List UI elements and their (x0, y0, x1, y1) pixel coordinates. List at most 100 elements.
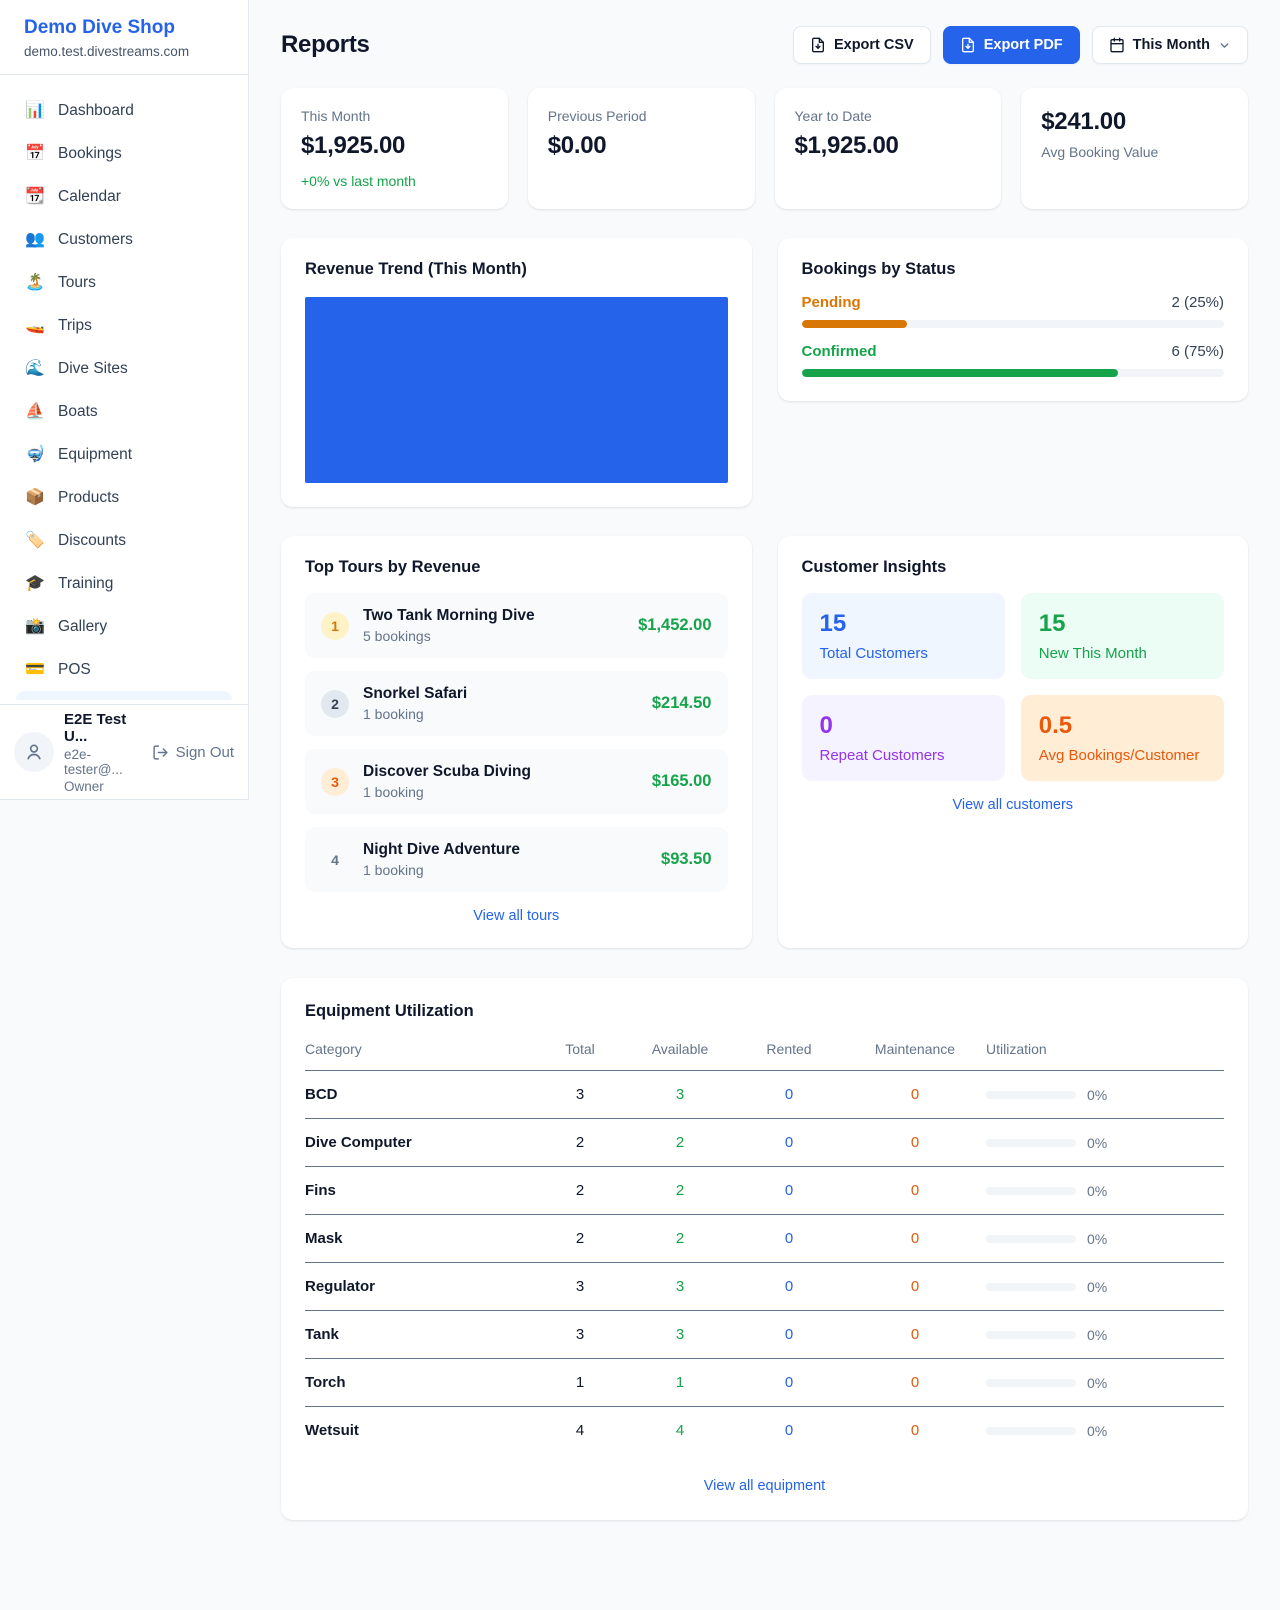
rank-badge: 4 (331, 851, 339, 868)
sidebar-item-trips[interactable]: 🚤 Trips (8, 304, 240, 347)
sidebar-item-label: Dive Sites (58, 360, 128, 377)
cell-available: 2 (626, 1166, 734, 1215)
package-icon: 📦 (25, 489, 45, 506)
cell-rented: 0 (784, 1086, 794, 1103)
sidebar-item-dashboard[interactable]: 📊 Dashboard (8, 89, 240, 132)
main-content: Reports Export CSV Export PDF (249, 0, 1280, 1560)
insight-value: 15 (1038, 610, 1066, 637)
status-count: 2 (25%) (1171, 294, 1224, 311)
cell-rented: 0 (734, 1118, 844, 1167)
view-all-customers-link[interactable]: View all customers (952, 797, 1074, 813)
speedboat-icon: 🚤 (25, 317, 45, 334)
cell-total: 3 (534, 1262, 626, 1311)
user-meta: E2E Test U... e2e-tester@... Owner (64, 711, 142, 794)
dive-mask-icon: 🤿 (25, 446, 45, 463)
utilization-percent: 0% (1087, 1182, 1108, 1199)
panel-title: Equipment Utilization (305, 1002, 474, 1020)
shop-domain: demo.test.divestreams.com (24, 44, 190, 59)
utilization-percent: 0% (1087, 1422, 1108, 1439)
table-row: Wetsuit 4 4 0 0 0% (305, 1406, 1224, 1454)
sidebar-item-gallery[interactable]: 📸 Gallery (8, 605, 240, 648)
cell-maintenance: 0 (844, 1166, 986, 1215)
graduation-cap-icon: 🎓 (25, 575, 45, 592)
sidebar-item-training[interactable]: 🎓 Training (8, 562, 240, 605)
export-pdf-button[interactable]: Export PDF (942, 26, 1080, 64)
insight-tile-total-customers: 15 Total Customers (801, 593, 1005, 679)
stat-card-avg-booking-value: $241.00 Avg Booking Value (1021, 88, 1248, 209)
sign-out-button[interactable]: Sign Out (152, 744, 234, 761)
calendar-pad-icon: 📆 (25, 188, 45, 205)
period-dropdown[interactable]: This Month (1091, 26, 1248, 64)
table-header-row: Category Total Available Rented Maintena… (305, 1033, 1224, 1071)
view-all-tours-link[interactable]: View all tours (473, 908, 560, 924)
user-email: e2e-tester@... (64, 746, 123, 777)
progress-fill-pending (801, 320, 908, 328)
cell-category: Dive Computer (305, 1118, 534, 1167)
column-header: Total (534, 1033, 626, 1071)
panel-title: Customer Insights (801, 558, 947, 576)
utilization-bar (986, 1138, 1076, 1147)
table-row: Tank 3 3 0 0 0% (305, 1310, 1224, 1359)
sidebar-item-label: Boats (58, 403, 98, 420)
stat-card-previous-period: Previous Period $0.00 (527, 88, 755, 209)
sidebar-item-pos[interactable]: 💳 POS (8, 648, 240, 691)
tour-revenue: $1,452.00 (638, 616, 712, 634)
top-tours-panel: Top Tours by Revenue 1 Two Tank Morning … (281, 536, 752, 948)
sign-out-icon (153, 744, 168, 760)
export-csv-button[interactable]: Export CSV (792, 26, 931, 64)
sidebar-item-customers[interactable]: 👥 Customers (8, 218, 240, 261)
sidebar-item-reports-partial[interactable] (16, 691, 232, 700)
stat-label: Previous Period (547, 108, 647, 124)
bar-chart-icon: 📊 (25, 102, 45, 119)
tour-bookings: 5 bookings (363, 628, 431, 644)
utilization-percent: 0% (1087, 1230, 1108, 1247)
sidebar-item-discounts[interactable]: 🏷️ Discounts (8, 519, 240, 562)
stat-label: Avg Booking Value (1041, 144, 1159, 160)
panel-title: Bookings by Status (801, 260, 956, 278)
insight-label: Avg Bookings/Customer (1038, 747, 1200, 764)
insight-tile-repeat-customers: 0 Repeat Customers (801, 695, 1005, 781)
tour-name: Night Dive Adventure (363, 841, 521, 858)
cell-available: 4 (626, 1406, 734, 1454)
table-row: Regulator 3 3 0 0 0% (305, 1262, 1224, 1311)
tour-revenue: $214.50 (651, 694, 712, 712)
sidebar-item-calendar[interactable]: 📆 Calendar (8, 175, 240, 218)
sidebar-item-products[interactable]: 📦 Products (8, 476, 240, 519)
utilization-bar (986, 1330, 1076, 1339)
sidebar-item-label: Tours (58, 274, 96, 291)
cell-total: 3 (575, 1086, 585, 1103)
export-pdf-label: Export PDF (983, 37, 1063, 53)
utilization-bar (986, 1090, 1076, 1099)
progress-track (801, 320, 1224, 328)
sidebar-item-label: Equipment (58, 446, 133, 463)
sidebar-item-bookings[interactable]: 📅 Bookings (8, 132, 240, 175)
tour-revenue: $93.50 (661, 850, 712, 868)
sidebar: Demo Dive Shop demo.test.divestreams.com… (0, 0, 249, 800)
tag-icon: 🏷️ (25, 532, 45, 549)
utilization-percent: 0% (1087, 1326, 1108, 1343)
cell-available: 3 (675, 1086, 685, 1103)
list-item: 1 Two Tank Morning Dive 5 bookings $1,45… (305, 593, 728, 658)
tour-bookings: 1 booking (363, 862, 424, 878)
sidebar-item-equipment[interactable]: 🤿 Equipment (8, 433, 240, 476)
shop-name[interactable]: Demo Dive Shop (24, 17, 175, 38)
utilization-percent: 0% (1087, 1278, 1108, 1295)
sidebar-item-boats[interactable]: ⛵ Boats (8, 390, 240, 433)
column-header: Available (626, 1033, 734, 1071)
sidebar-item-dive-sites[interactable]: 🌊 Dive Sites (8, 347, 240, 390)
cell-rented: 0 (734, 1166, 844, 1215)
stat-value: $0.00 (547, 132, 607, 159)
insight-tile-new-this-month: 15 New This Month (1020, 593, 1224, 679)
tour-name: Snorkel Safari (363, 685, 468, 702)
utilization-percent: 0% (1087, 1374, 1108, 1391)
view-all-equipment-link[interactable]: View all equipment (703, 1478, 826, 1494)
sidebar-item-label: Gallery (58, 618, 108, 635)
page-header: Reports Export CSV Export PDF (281, 26, 1248, 64)
sidebar-item-label: Calendar (58, 188, 121, 205)
sidebar-item-tours[interactable]: 🏝️ Tours (8, 261, 240, 304)
export-csv-label: Export CSV (833, 37, 914, 53)
cell-rented: 0 (734, 1358, 844, 1407)
cell-total: 3 (534, 1310, 626, 1359)
list-item: 4 Night Dive Adventure 1 booking $93.50 (305, 827, 728, 892)
utilization-percent: 0% (1087, 1086, 1108, 1103)
